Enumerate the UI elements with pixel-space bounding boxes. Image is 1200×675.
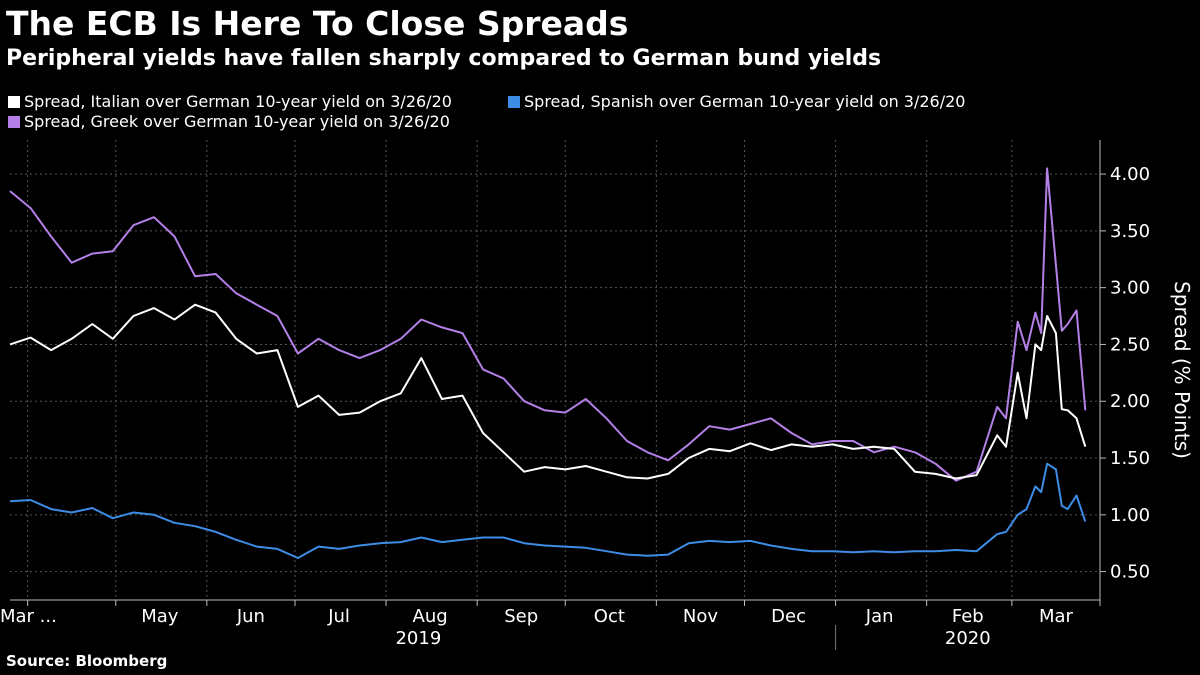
legend-item-spain: Spread, Spanish over German 10-year yiel… bbox=[508, 92, 965, 112]
x-year-label-0: 2019 bbox=[395, 628, 441, 649]
x-tick-label-10: Feb bbox=[952, 606, 984, 627]
y-tick-label-4: 2.50 bbox=[1110, 334, 1150, 355]
x-tick-label-2: Jun bbox=[236, 606, 265, 627]
y-tick-label-6: 3.50 bbox=[1110, 221, 1150, 242]
y-tick-label-5: 3.00 bbox=[1110, 278, 1150, 299]
y-tick-label-7: 4.00 bbox=[1110, 164, 1150, 185]
legend-label-greece: Spread, Greek over German 10-year yield … bbox=[24, 112, 450, 131]
legend-label-spain: Spread, Spanish over German 10-year yiel… bbox=[524, 92, 966, 111]
legend-item-italy: Spread, Italian over German 10-year yiel… bbox=[8, 92, 452, 112]
x-tick-label-9: Jan bbox=[865, 606, 894, 627]
x-tick-label-7: Nov bbox=[683, 606, 718, 627]
legend-item-greece: Spread, Greek over German 10-year yield … bbox=[8, 112, 450, 132]
legend-swatch-italy bbox=[8, 96, 20, 108]
series-line-2 bbox=[9, 167, 1087, 482]
chart-title: The ECB Is Here To Close Spreads bbox=[6, 4, 629, 43]
y-tick-label-2: 1.50 bbox=[1110, 448, 1150, 469]
x-tick-label-6: Oct bbox=[594, 606, 625, 627]
y-axis-title: Spread (% Points) bbox=[1170, 281, 1194, 459]
chart-subtitle: Peripheral yields have fallen sharply co… bbox=[6, 46, 882, 71]
source-note: Source: Bloomberg bbox=[6, 652, 168, 670]
x-year-label-1: 2020 bbox=[945, 628, 991, 649]
series-line-0 bbox=[9, 303, 1087, 480]
legend-swatch-greece bbox=[8, 116, 20, 128]
x-tick-label-0: Mar ... bbox=[0, 606, 57, 627]
legend-swatch-spain bbox=[508, 96, 520, 108]
y-tick-label-0: 0.50 bbox=[1110, 562, 1150, 583]
x-tick-label-5: Sep bbox=[504, 606, 538, 627]
series-line-1 bbox=[9, 462, 1087, 559]
x-tick-label-8: Dec bbox=[771, 606, 806, 627]
x-tick-label-1: May bbox=[141, 606, 179, 627]
x-tick-label-3: Jul bbox=[327, 606, 350, 627]
legend-label-italy: Spread, Italian over German 10-year yiel… bbox=[24, 92, 452, 111]
x-tick-label-11: Mar bbox=[1039, 606, 1074, 627]
x-tick-label-4: Aug bbox=[413, 606, 448, 627]
y-tick-label-3: 2.00 bbox=[1110, 391, 1150, 412]
y-tick-label-1: 1.00 bbox=[1110, 505, 1150, 526]
